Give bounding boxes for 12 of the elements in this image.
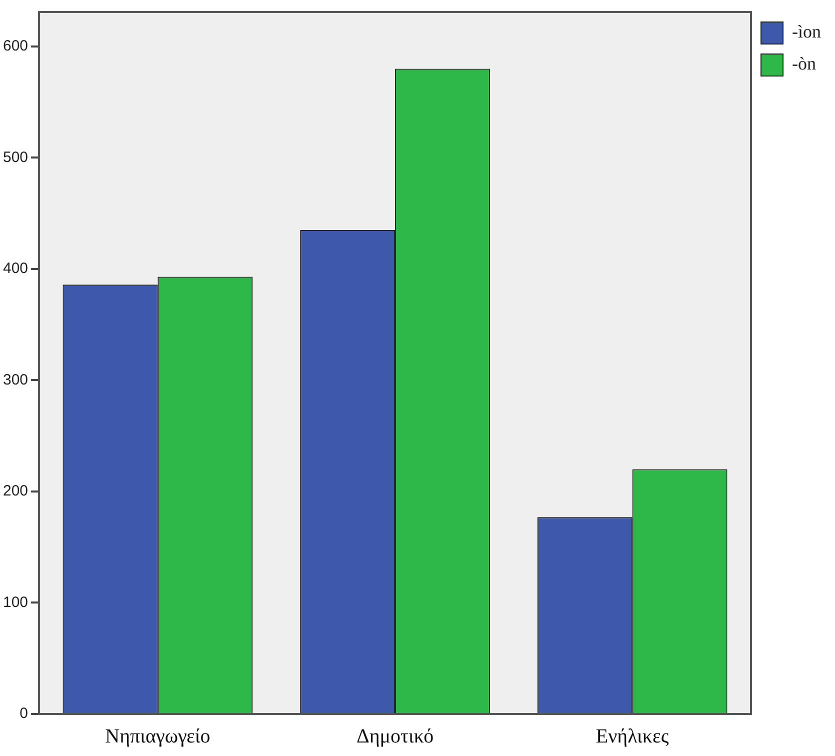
y-tick-label: 300 bbox=[2, 371, 28, 388]
y-tick-label: 200 bbox=[2, 482, 28, 500]
legend-label: -òn bbox=[792, 54, 816, 74]
x-tick-label: Δημοτικό bbox=[356, 725, 434, 748]
legend-label: -ìon bbox=[792, 22, 822, 42]
x-tick-label: Νηπιαγωγείο bbox=[105, 725, 210, 748]
y-tick-label: 600 bbox=[2, 38, 28, 55]
y-tick-label: 100 bbox=[2, 594, 28, 611]
y-tick-label: 0 bbox=[20, 705, 28, 722]
y-tick-label: 500 bbox=[2, 148, 28, 166]
x-tick-label: Ενήλικες bbox=[596, 725, 669, 748]
y-tick-label: 400 bbox=[2, 260, 28, 278]
